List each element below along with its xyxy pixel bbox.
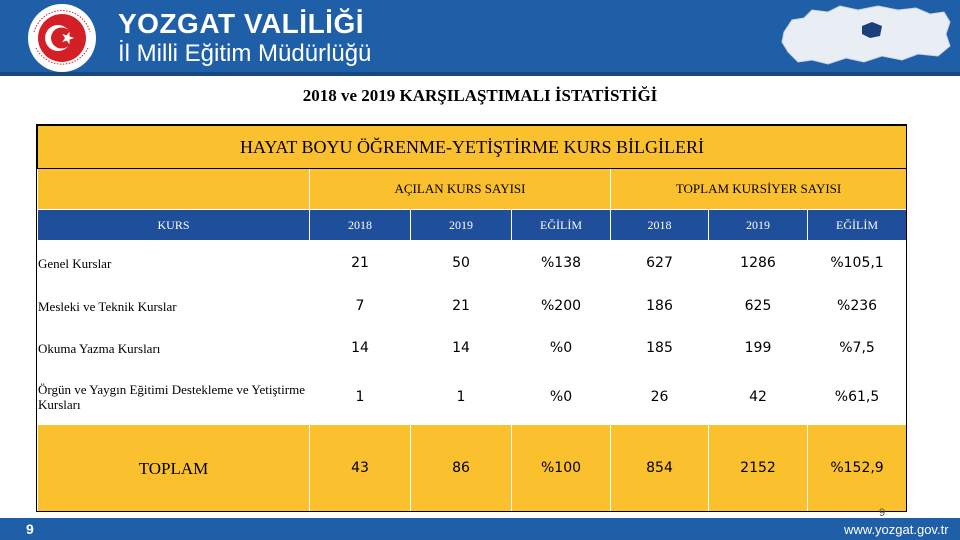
org-subname: İl Milli Eğitim Müdürlüğü: [118, 40, 372, 67]
col-header-trend-courses: EĞİLİM: [511, 209, 611, 241]
row-label: Genel Kurslar: [37, 240, 310, 286]
total-row: TOPLAM 43 86 %100 854 2152 %152,9: [37, 424, 908, 512]
page-number: 9: [26, 521, 34, 537]
cell-trainees-2018: 26: [610, 369, 709, 425]
page-subtitle: 2018 ve 2019 KARŞILAŞTIMALI İSTATİSTİĞİ: [302, 86, 658, 105]
footer-bar: [0, 518, 960, 540]
row-label: Okuma Yazma Kursları: [37, 326, 310, 370]
total-trainees-2019: 2152: [708, 424, 808, 512]
header-banner: YOZGAT VALİLİĞİ İl Milli Eğitim Müdürlüğ…: [0, 0, 960, 76]
table-row: Örgün ve Yaygın Eğitimi Destekleme ve Ye…: [37, 369, 908, 425]
col-header-2019-trainees: 2019: [708, 209, 808, 241]
col-header-2019-courses: 2019: [410, 209, 512, 241]
cell-courses-2018: 14: [309, 326, 411, 370]
cell-trainees-trend: %105,1: [806, 240, 908, 286]
cell-courses-2018: 21: [309, 240, 411, 286]
total-courses-trend: %100: [511, 424, 611, 512]
cell-courses-2019: 14: [410, 326, 512, 370]
table-row: Mesleki ve Teknik Kurslar 7 21 %200 186 …: [37, 285, 908, 327]
table-title: HAYAT BOYU ÖĞRENME-YETİŞTİRME KURS BİLGİ…: [36, 125, 908, 169]
cell-courses-2019: 1: [410, 369, 512, 425]
cell-trainees-2018: 627: [610, 240, 709, 286]
total-trainees-2018: 854: [610, 424, 709, 512]
cell-trainees-2019: 42: [708, 369, 808, 425]
cell-courses-2019: 50: [410, 240, 512, 286]
cell-trainees-2019: 625: [708, 285, 808, 327]
website-url: www.yozgat.gov.tr: [844, 522, 949, 537]
cell-courses-trend: %138: [511, 240, 611, 286]
cell-trainees-2018: 186: [610, 285, 709, 327]
col-header-2018-trainees: 2018: [610, 209, 709, 241]
row-label: Örgün ve Yaygın Eğitimi Destekleme ve Ye…: [37, 369, 310, 425]
cell-trainees-trend: %236: [806, 285, 908, 327]
table-row: Genel Kurslar 21 50 %138 627 1286 %105,1: [37, 240, 908, 286]
cell-trainees-2019: 1286: [708, 240, 808, 286]
cell-courses-trend: %0: [511, 369, 611, 425]
slide-number-small: 9: [879, 507, 886, 519]
cell-courses-trend: %200: [511, 285, 611, 327]
row-label: Mesleki ve Teknik Kurslar: [37, 285, 310, 327]
col-header-trend-trainees: EĞİLİM: [806, 209, 908, 241]
governorship-logo: [28, 4, 96, 72]
col-header-kurs: KURS: [37, 209, 310, 241]
cell-trainees-trend: %61,5: [806, 369, 908, 425]
cell-courses-trend: %0: [511, 326, 611, 370]
turkey-map-icon: [781, 5, 951, 65]
total-label: TOPLAM: [37, 424, 310, 512]
cell-trainees-trend: %7,5: [806, 326, 908, 370]
course-statistics-table: HAYAT BOYU ÖĞRENME-YETİŞTİRME KURS BİLGİ…: [36, 125, 908, 512]
total-courses-2019: 86: [410, 424, 512, 512]
cell-courses-2019: 21: [410, 285, 512, 327]
total-courses-2018: 43: [309, 424, 411, 512]
cell-courses-2018: 7: [309, 285, 411, 327]
group-header-trainees: TOPLAM KURSİYER SAYISI: [609, 168, 908, 210]
cell-courses-2018: 1: [309, 369, 411, 425]
table-row: Okuma Yazma Kursları 14 14 %0 185 199 %7…: [37, 326, 908, 370]
org-name: YOZGAT VALİLİĞİ: [118, 8, 365, 39]
total-trainees-trend: %152,9: [806, 424, 908, 512]
group-header-blank: [37, 168, 310, 210]
group-header-courses: AÇILAN KURS SAYISI: [309, 168, 611, 210]
cell-trainees-2019: 199: [708, 326, 808, 370]
cell-trainees-2018: 185: [610, 326, 709, 370]
col-header-2018-courses: 2018: [309, 209, 411, 241]
